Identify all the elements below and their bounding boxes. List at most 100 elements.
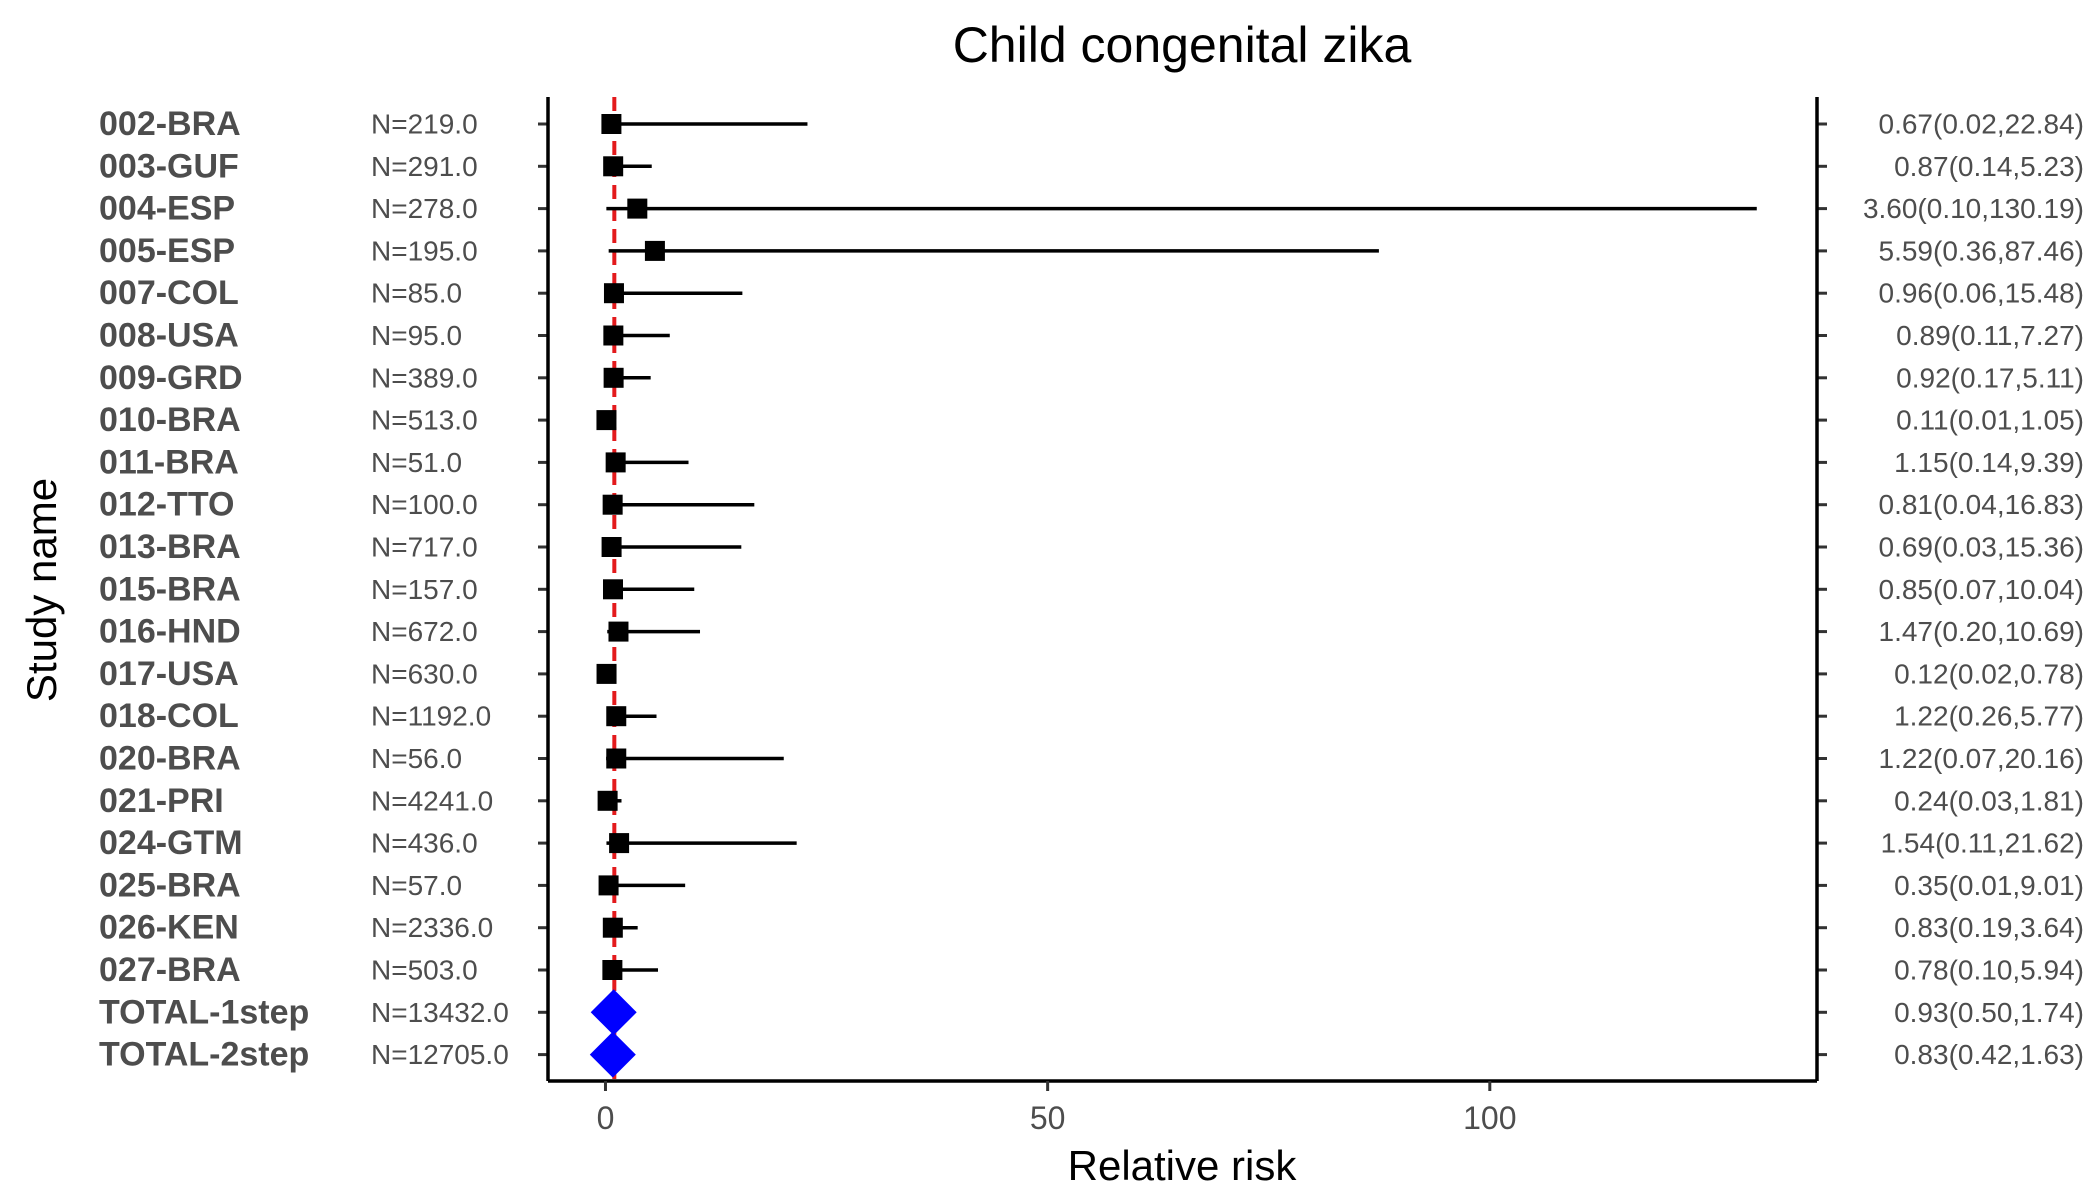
study-row: 018-COL N=1192.0 1.22(0.26,5.77) xyxy=(99,697,2084,735)
study-name-label: 020-BRA xyxy=(99,740,241,778)
point-estimate-marker xyxy=(609,833,630,854)
sample-size-label: N=57.0 xyxy=(371,870,462,901)
study-row: 008-USA N=95.0 0.89(0.11,7.27) xyxy=(99,317,2084,355)
estimate-ci-label: 1.22(0.26,5.77) xyxy=(1894,701,2084,732)
estimate-ci-label: 3.60(0.10,130.19) xyxy=(1863,193,2084,224)
study-row: 025-BRA N=57.0 0.35(0.01,9.01) xyxy=(99,866,2084,904)
study-row: 027-BRA N=503.0 0.78(0.10,5.94) xyxy=(99,951,2084,989)
study-row: 026-KEN N=2336.0 0.83(0.19,3.64) xyxy=(99,909,2084,947)
study-rows: 002-BRA N=219.0 0.67(0.02,22.84) 003-GUF N=2… xyxy=(99,105,2084,1078)
x-axis-label: Relative risk xyxy=(1068,1142,1298,1189)
point-estimate-marker xyxy=(603,325,624,346)
sample-size-label: N=4241.0 xyxy=(371,785,493,816)
estimate-ci-label: 0.93(0.50,1.74) xyxy=(1894,997,2084,1028)
summary-diamond xyxy=(590,989,637,1036)
sample-size-label: N=1192.0 xyxy=(371,701,491,732)
estimate-ci-label: 0.81(0.04,16.83) xyxy=(1879,489,2085,520)
point-estimate-marker xyxy=(596,410,617,431)
sample-size-label: N=157.0 xyxy=(371,574,478,605)
study-name-label: 004-ESP xyxy=(99,190,235,228)
study-row: 011-BRA N=51.0 1.15(0.14,9.39) xyxy=(99,443,2084,481)
estimate-ci-label: 1.54(0.11,21.62) xyxy=(1881,828,2084,859)
estimate-ci-label: 0.96(0.06,15.48) xyxy=(1879,278,2085,309)
study-row: 016-HND N=672.0 1.47(0.20,10.69) xyxy=(99,613,2084,651)
study-row: 024-GTM N=436.0 1.54(0.11,21.62) xyxy=(99,824,2084,862)
point-estimate-marker xyxy=(608,621,629,642)
study-row: 020-BRA N=56.0 1.22(0.07,20.16) xyxy=(99,740,2084,778)
estimate-ci-label: 1.22(0.07,20.16) xyxy=(1879,743,2085,774)
study-row: 010-BRA N=513.0 0.11(0.01,1.05) xyxy=(99,401,2084,439)
point-estimate-marker xyxy=(602,579,623,600)
estimate-ci-label: 0.89(0.11,7.27) xyxy=(1896,320,2084,351)
estimate-ci-label: 0.67(0.02,22.84) xyxy=(1879,109,2085,140)
study-name-label: 026-KEN xyxy=(99,909,239,947)
study-name-label: 008-USA xyxy=(99,317,239,355)
chart-title: Child congenital zika xyxy=(953,17,1412,73)
sample-size-label: N=513.0 xyxy=(371,405,478,436)
study-name-label: 021-PRI xyxy=(99,782,224,820)
study-name-label: 005-ESP xyxy=(99,232,235,270)
study-name-label: 007-COL xyxy=(99,274,239,312)
x-tick-label: 100 xyxy=(1463,1100,1516,1136)
study-name-label: 024-GTM xyxy=(99,824,243,862)
estimate-ci-label: 0.12(0.02,0.78) xyxy=(1894,658,2084,689)
study-name-label: 018-COL xyxy=(99,697,239,735)
estimate-ci-label: 0.11(0.01,1.05) xyxy=(1896,405,2084,436)
study-name-label: TOTAL-1step xyxy=(99,993,309,1031)
point-estimate-marker xyxy=(606,706,627,727)
sample-size-label: N=717.0 xyxy=(371,532,478,563)
sample-size-label: N=436.0 xyxy=(371,828,478,859)
sample-size-label: N=51.0 xyxy=(371,447,462,478)
estimate-ci-label: 0.83(0.19,3.64) xyxy=(1894,912,2084,943)
sample-size-label: N=85.0 xyxy=(371,278,462,309)
estimate-ci-label: 0.69(0.03,15.36) xyxy=(1879,532,2085,563)
point-estimate-marker xyxy=(602,494,623,515)
study-row: 013-BRA N=717.0 0.69(0.03,15.36) xyxy=(99,528,2084,566)
study-row: 017-USA N=630.0 0.12(0.02,0.78) xyxy=(99,655,2084,693)
point-estimate-marker xyxy=(596,663,617,684)
study-row: 005-ESP N=195.0 5.59(0.36,87.46) xyxy=(99,232,2084,270)
point-estimate-marker xyxy=(602,960,623,980)
estimate-ci-label: 0.78(0.10,5.94) xyxy=(1894,955,2084,986)
sample-size-label: N=503.0 xyxy=(371,955,478,986)
study-name-label: 015-BRA xyxy=(99,570,241,608)
point-estimate-marker xyxy=(603,367,624,388)
study-row: 003-GUF N=291.0 0.87(0.14,5.23) xyxy=(99,147,2084,185)
study-name-label: 009-GRD xyxy=(99,359,243,397)
sample-size-label: N=672.0 xyxy=(371,616,478,647)
study-row: 012-TTO N=100.0 0.81(0.04,16.83) xyxy=(99,486,2084,524)
sample-size-label: N=195.0 xyxy=(371,235,478,266)
point-estimate-marker xyxy=(644,240,665,261)
x-tick-label: 0 xyxy=(597,1100,615,1136)
study-name-label: 027-BRA xyxy=(99,951,241,989)
estimate-ci-label: 0.92(0.17,5.11) xyxy=(1896,362,2084,393)
estimate-ci-label: 0.83(0.42,1.63) xyxy=(1894,1039,2084,1070)
sample-size-label: N=95.0 xyxy=(371,320,462,351)
study-name-label: 011-BRA xyxy=(99,443,239,481)
sample-size-label: N=291.0 xyxy=(371,151,478,182)
point-estimate-marker xyxy=(606,748,627,769)
study-row: TOTAL-1step N=13432.0 0.93(0.50,1.74) xyxy=(99,989,2084,1036)
study-row: 015-BRA N=157.0 0.85(0.07,10.04) xyxy=(99,570,2084,608)
sample-size-label: N=13432.0 xyxy=(371,997,509,1028)
point-estimate-marker xyxy=(603,156,624,177)
sample-size-label: N=2336.0 xyxy=(371,912,493,943)
study-name-label: 012-TTO xyxy=(99,486,234,524)
study-name-label: TOTAL-2step xyxy=(99,1036,309,1074)
sample-size-label: N=12705.0 xyxy=(371,1039,509,1070)
study-row: TOTAL-2step N=12705.0 0.83(0.42,1.63) xyxy=(99,1031,2084,1078)
study-row: 009-GRD N=389.0 0.92(0.17,5.11) xyxy=(99,359,2084,397)
summary-diamond xyxy=(589,1031,636,1078)
y-axis-label: Study name xyxy=(18,478,65,702)
study-row: 002-BRA N=219.0 0.67(0.02,22.84) xyxy=(99,105,2084,143)
study-name-label: 003-GUF xyxy=(99,147,239,185)
sample-size-label: N=56.0 xyxy=(371,743,462,774)
sample-size-label: N=100.0 xyxy=(371,489,478,520)
x-tick-label: 50 xyxy=(1030,1100,1066,1136)
sample-size-label: N=278.0 xyxy=(371,193,478,224)
point-estimate-marker xyxy=(601,537,622,557)
point-estimate-marker xyxy=(627,198,648,219)
estimate-ci-label: 0.87(0.14,5.23) xyxy=(1894,151,2084,182)
study-name-label: 002-BRA xyxy=(99,105,241,143)
